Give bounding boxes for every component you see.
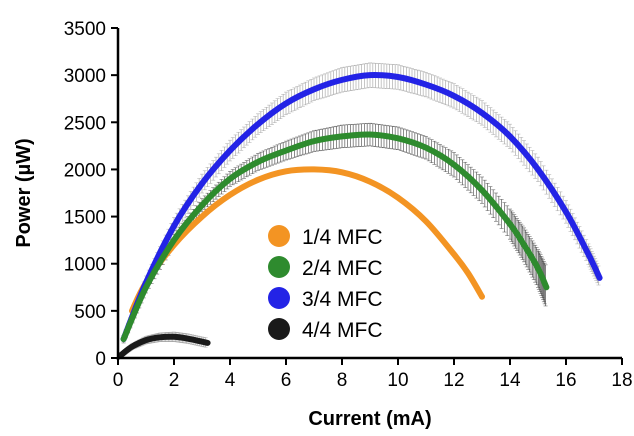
x-tick-label: 16 [555, 370, 576, 391]
ticks-layer: 0 2 4 6 8 10 12 14 16 18 0 500 1000 1500 2000 2500 3000 3… [64, 19, 633, 391]
legend-label-3-4-mfc: 3/4 MFC [302, 288, 383, 311]
x-tick-label: 2 [169, 370, 180, 391]
legend-marker-3-4-mfc [268, 287, 290, 309]
series-line-3-4-mfc [120, 72, 603, 343]
series-line-2-4-mfc [120, 131, 550, 343]
y-tick-label: 3000 [64, 66, 106, 87]
legend: 1/4 MFC 2/4 MFC 3/4 MFC 4/4 MFC [268, 225, 383, 342]
series-lines-layer [117, 72, 603, 359]
y-tick-label: 1000 [64, 255, 106, 276]
x-tick-label: 12 [443, 370, 464, 391]
error-bars-layer [118, 62, 601, 358]
x-tick-label: 6 [281, 370, 292, 391]
axes [116, 28, 622, 360]
x-tick-label: 14 [499, 370, 521, 391]
legend-label-4-4-mfc: 4/4 MFC [302, 319, 383, 342]
y-tick-label: 2500 [64, 113, 106, 134]
x-tick-label: 18 [611, 370, 632, 391]
x-tick-label: 0 [113, 370, 124, 391]
legend-marker-1-4-mfc [268, 225, 290, 247]
y-axis-title: Power (µW) [13, 138, 35, 247]
error-bars-2-4-mfc [121, 122, 548, 344]
x-tick-label: 8 [337, 370, 348, 391]
y-tick-label: 500 [74, 302, 106, 323]
series-line-1-4-mfc [129, 166, 485, 314]
y-tick-label: 0 [95, 349, 106, 370]
legend-label-2-4-mfc: 2/4 MFC [302, 257, 383, 280]
series-line-4-4-mfc [117, 333, 211, 359]
y-tick-label: 3500 [64, 19, 106, 40]
x-tick-label: 4 [225, 370, 236, 391]
x-tick-label: 10 [387, 370, 408, 391]
y-tick-label: 1500 [64, 208, 106, 229]
legend-marker-2-4-mfc [268, 256, 290, 278]
y-tick-label: 2000 [64, 160, 106, 181]
legend-label-1-4-mfc: 1/4 MFC [302, 226, 383, 249]
x-axis-title: Current (mA) [308, 408, 431, 430]
legend-marker-4-4-mfc [268, 318, 290, 340]
